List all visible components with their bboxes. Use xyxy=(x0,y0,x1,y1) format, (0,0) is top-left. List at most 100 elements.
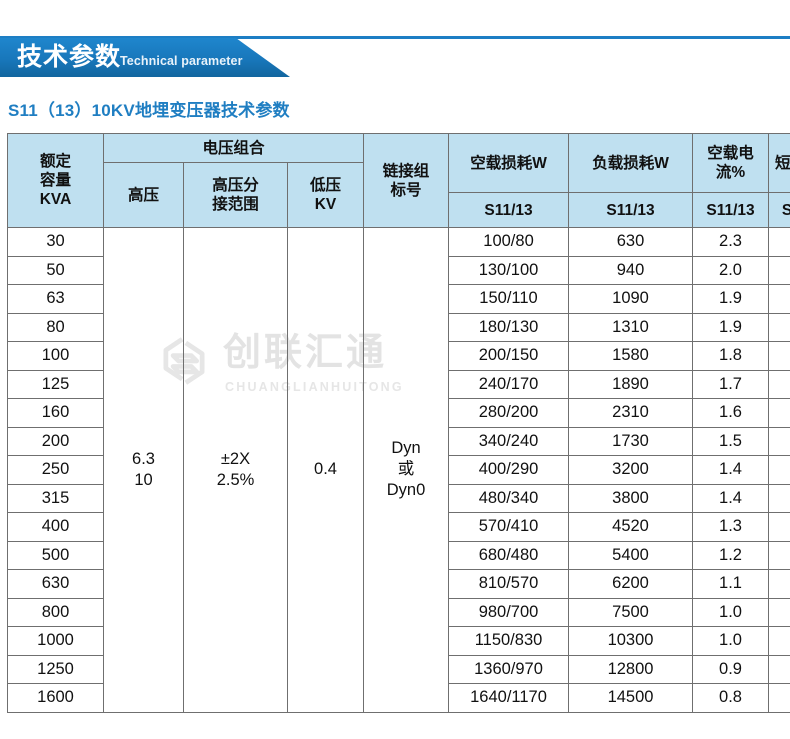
table-body: 306.310±2X2.5%0.4Dyn或Dyn0100/806302.3450… xyxy=(7,227,790,713)
th-model-no-load-loss: S11/13 xyxy=(448,192,570,228)
cell-no-load-current: 1.6 xyxy=(692,398,770,428)
cell-load-loss: 6200 xyxy=(568,569,694,599)
cell-no-load-current: 1.1 xyxy=(692,569,770,599)
cell-connection-group-line1: Dyn xyxy=(391,439,421,458)
cell-no-load-current: 1.9 xyxy=(692,312,770,342)
th-connection-line2: 标号 xyxy=(390,181,422,199)
cell-low-voltage-line1: 0.4 xyxy=(314,460,337,479)
cell-no-load-current: 1.0 xyxy=(692,597,770,627)
cell-rated-capacity: 315 xyxy=(7,483,104,513)
th-connection-group: 链接组 标号 xyxy=(363,133,450,228)
cell-no-load-loss: 280/200 xyxy=(448,398,570,428)
banner-title-english: Technical parameter xyxy=(120,54,243,68)
th-model-no-load-current: S11/13 xyxy=(692,192,770,228)
cell-no-load-current: 1.7 xyxy=(692,369,770,399)
th-short-circuit-impedance: 短路抗阻 xyxy=(768,133,790,193)
cell-rated-capacity: 800 xyxy=(7,597,104,627)
cell-impedance: 4.5 xyxy=(768,654,790,684)
header-row-group: 额定 容量 KVA 电压组合 链接组 标号 空载损耗W 负载损耗W 空载电流% … xyxy=(7,133,790,228)
cell-no-load-loss: 200/150 xyxy=(448,341,570,371)
cell-rated-capacity: 50 xyxy=(7,255,104,285)
cell-no-load-loss: 180/130 xyxy=(448,312,570,342)
cell-no-load-loss: 130/100 xyxy=(448,255,570,285)
th-lv-line2: KV xyxy=(314,196,337,213)
cell-no-load-loss: 400/290 xyxy=(448,455,570,485)
section-banner: 技术参数 Technical parameter xyxy=(0,38,790,80)
cell-impedance: 4.5 xyxy=(768,683,790,713)
th-no-load-current: 空载电流% xyxy=(692,133,770,193)
cell-rated-capacity: 63 xyxy=(7,284,104,314)
th-low-voltage: 低压 KV xyxy=(286,162,365,228)
th-hv-tap-line2: 接范围 xyxy=(212,196,259,213)
th-model-load-loss: S11/13 xyxy=(568,192,694,228)
cell-connection-group-line3: Dyn0 xyxy=(386,481,426,500)
th-capacity-line3: KVA xyxy=(39,191,72,208)
cell-load-loss: 1890 xyxy=(568,369,694,399)
cell-no-load-current: 0.8 xyxy=(692,683,770,713)
cell-no-load-current: 1.0 xyxy=(692,626,770,656)
cell-load-loss: 14500 xyxy=(568,683,694,713)
cell-impedance: 4.5 xyxy=(768,626,790,656)
cell-load-loss: 4520 xyxy=(568,512,694,542)
cell-impedance: 4 xyxy=(768,512,790,542)
cell-no-load-loss: 1150/830 xyxy=(448,626,570,656)
cell-no-load-loss: 810/570 xyxy=(448,569,570,599)
cell-no-load-current: 2.0 xyxy=(692,255,770,285)
cell-high-voltage-line2: 10 xyxy=(134,470,153,489)
th-high-voltage: 高压 xyxy=(103,162,184,228)
cell-high-voltage-line1: 6.3 xyxy=(132,449,155,468)
cell-no-load-current: 1.8 xyxy=(692,341,770,371)
cell-no-load-current: 1.2 xyxy=(692,540,770,570)
table-head: 额定 容量 KVA 电压组合 链接组 标号 空载损耗W 负载损耗W 空载电流% … xyxy=(7,133,790,228)
cell-no-load-current: 0.9 xyxy=(692,654,770,684)
cell-impedance: 4 xyxy=(768,426,790,456)
cell-impedance: 4 xyxy=(768,284,790,314)
cell-no-load-loss: 340/240 xyxy=(448,426,570,456)
page-title: S11（13）10KV地埋变压器技术参数 xyxy=(8,101,290,120)
cell-rated-capacity: 30 xyxy=(7,227,104,257)
cell-no-load-loss: 480/340 xyxy=(448,483,570,513)
cell-rated-capacity: 100 xyxy=(7,341,104,371)
cell-no-load-loss: 570/410 xyxy=(448,512,570,542)
cell-connection-group-line2: 或 xyxy=(397,460,415,479)
th-load-loss: 负载损耗W xyxy=(568,133,694,193)
cell-no-load-current: 1.5 xyxy=(692,426,770,456)
cell-load-loss: 3800 xyxy=(568,483,694,513)
cell-load-loss: 12800 xyxy=(568,654,694,684)
technical-parameter-table: 额定 容量 KVA 电压组合 链接组 标号 空载损耗W 负载损耗W 空载电流% … xyxy=(7,133,790,713)
cell-impedance: 4.5 xyxy=(768,569,790,599)
cell-no-load-loss: 980/700 xyxy=(448,597,570,627)
th-rated-capacity: 额定 容量 KVA xyxy=(7,133,104,228)
cell-no-load-loss: 100/80 xyxy=(448,227,570,257)
cell-rated-capacity: 125 xyxy=(7,369,104,399)
th-capacity-line2: 容量 xyxy=(39,172,71,189)
cell-high-voltage: 6.3 10 xyxy=(103,227,184,713)
th-lv-line1: 低压 xyxy=(310,177,342,194)
cell-rated-capacity: 400 xyxy=(7,512,104,542)
cell-impedance: 4.5 xyxy=(768,597,790,627)
cell-no-load-current: 2.3 xyxy=(692,227,770,257)
header-row-model: S11/13 S11/13 S11/13 S11/13 xyxy=(8,192,790,228)
cell-low-voltage: 0.4 xyxy=(286,227,365,713)
th-hv-tap-range: 高压分 接范围 xyxy=(183,162,288,228)
cell-impedance: 4 xyxy=(768,369,790,399)
cell-hv-tap-range-line1: ±2X xyxy=(220,449,251,468)
cell-no-load-current: 1.4 xyxy=(692,483,770,513)
banner-shape xyxy=(0,38,290,77)
cell-load-loss: 630 xyxy=(568,227,694,257)
cell-load-loss: 7500 xyxy=(568,597,694,627)
cell-no-load-loss: 680/480 xyxy=(448,540,570,570)
cell-hv-tap-range-line2: 2.5% xyxy=(216,470,255,489)
